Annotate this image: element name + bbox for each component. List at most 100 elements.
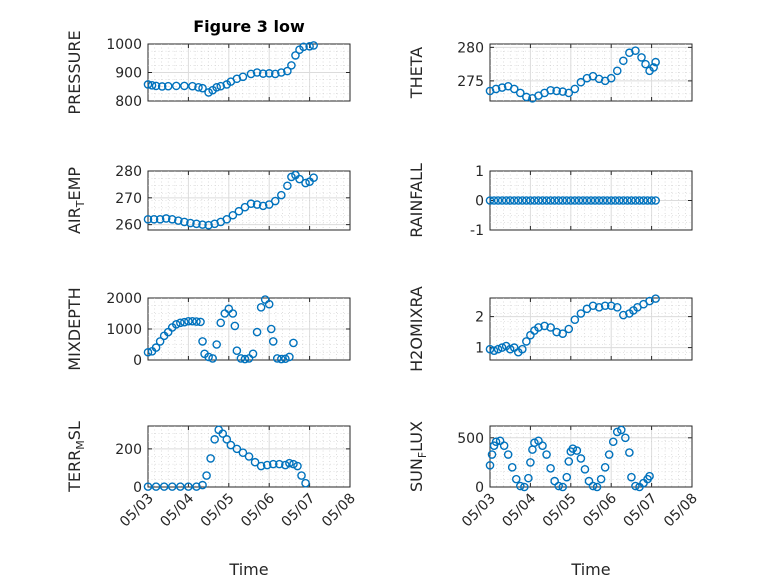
data-point [277, 354, 286, 364]
data-point [546, 85, 555, 95]
data-point [505, 344, 515, 354]
series-markers [143, 425, 310, 491]
data-point [570, 84, 580, 94]
data-point [151, 482, 161, 491]
data-point [606, 73, 616, 83]
data-point [530, 438, 539, 448]
data-point [485, 344, 495, 354]
data-point [228, 309, 238, 318]
data-point [309, 41, 318, 50]
data-point [180, 81, 189, 91]
data-point [285, 458, 294, 468]
data-point [602, 196, 612, 205]
data-point [649, 63, 658, 72]
data-point [202, 471, 211, 480]
x-tick-label: 05/08 [661, 491, 701, 531]
data-point [155, 337, 165, 346]
data-point [507, 463, 517, 472]
data-point [582, 196, 592, 205]
data-point [562, 196, 572, 205]
data-point [619, 196, 628, 205]
data-point [513, 196, 523, 205]
data-point [576, 309, 586, 318]
data-point [588, 481, 598, 491]
data-point [149, 214, 159, 224]
data-point [258, 69, 268, 78]
data-point [171, 81, 181, 91]
data-point [509, 84, 519, 94]
data-point [204, 352, 213, 362]
data-point [234, 206, 244, 216]
data-point [228, 210, 238, 220]
data-point [612, 66, 622, 76]
x-tick-label: 05/07 [621, 491, 661, 531]
x-tick-label: 05/04 [157, 490, 197, 530]
data-point [493, 196, 503, 205]
y-tick-label: 800 [115, 94, 142, 110]
data-point [143, 482, 153, 491]
y-tick-label: 2000 [106, 291, 142, 307]
data-point [277, 190, 286, 200]
data-point [530, 196, 539, 205]
data-point [503, 450, 513, 459]
data-point [516, 88, 525, 98]
data-point [222, 435, 232, 444]
data-point [163, 81, 173, 91]
data-point [184, 316, 193, 326]
data-point [167, 214, 177, 224]
data-point [277, 68, 286, 77]
subplot-pressure: 800 900 1000 PRESSURE Figure 3 low [65, 17, 351, 115]
data-point [198, 220, 207, 229]
data-point [651, 57, 660, 67]
data-point [522, 337, 531, 346]
data-point [576, 454, 586, 463]
data-point [499, 441, 509, 450]
data-point [558, 482, 568, 492]
data-point [546, 464, 555, 473]
data-point [301, 478, 310, 488]
data-point [184, 482, 193, 491]
data-point [651, 294, 660, 303]
data-point [236, 354, 246, 363]
data-point [281, 354, 290, 364]
data-point [180, 217, 189, 227]
data-point [554, 481, 563, 491]
data-point [192, 317, 201, 326]
data-point [176, 318, 185, 328]
series-markers [143, 41, 318, 97]
y-tick-label: 1 [475, 164, 484, 180]
y-axis-label: TERRMSL [65, 421, 87, 493]
series-markers [485, 196, 660, 205]
data-point [590, 196, 600, 205]
data-point [250, 457, 260, 467]
data-point [518, 344, 527, 354]
data-point [578, 196, 588, 205]
data-point [625, 448, 634, 457]
data-point [489, 346, 499, 356]
data-point [291, 51, 300, 60]
y-tick-label: 1 [475, 341, 484, 357]
data-point [244, 452, 254, 461]
data-point [562, 472, 572, 482]
series-markers [485, 425, 654, 492]
data-point [631, 46, 640, 56]
data-point [617, 425, 626, 435]
data-point [631, 196, 640, 205]
data-point [157, 82, 167, 91]
data-point [252, 327, 262, 337]
data-point [635, 196, 644, 205]
data-point [143, 214, 153, 224]
x-tick-label: 05/05 [540, 491, 580, 531]
data-point [180, 317, 189, 327]
data-point [520, 482, 529, 492]
data-point [606, 301, 616, 311]
data-point [240, 354, 250, 364]
y-tick-label: 1000 [106, 322, 142, 338]
data-point [256, 461, 266, 471]
data-point [534, 196, 543, 205]
data-point [252, 200, 262, 209]
data-point [151, 343, 161, 352]
data-point [505, 196, 515, 205]
data-point [588, 301, 598, 311]
